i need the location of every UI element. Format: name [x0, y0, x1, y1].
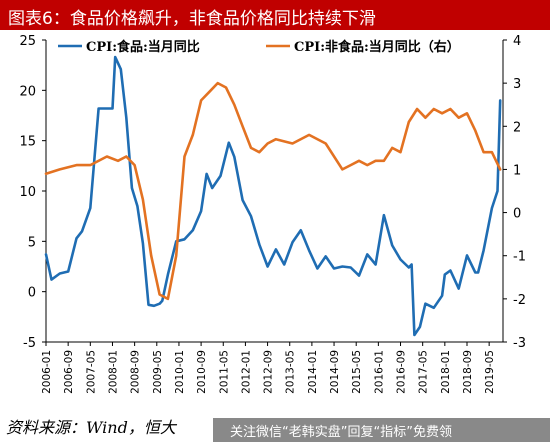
right-axis-tick-label: -2 [513, 293, 526, 308]
legend-label-2: CPI:非食品:当月同比（右） [294, 39, 460, 55]
left-axis-tick-label: 5 [28, 235, 36, 250]
right-axis-tick-label: 2 [513, 120, 521, 135]
x-axis-tick-label: 2011-05 [218, 350, 230, 394]
left-axis-tick-label: 0 [28, 286, 36, 301]
x-axis-tick-label: 2008-01 [107, 350, 119, 394]
right-axis-tick-label: 1 [513, 163, 521, 178]
source-note: 资料来源：Wind，恒大 [6, 418, 176, 437]
left-axis-tick-label: -5 [23, 336, 36, 351]
x-axis-tick-label: 2012-09 [263, 350, 275, 394]
x-axis-tick-label: 2010-09 [196, 350, 208, 394]
left-axis-tick-label: 20 [19, 84, 36, 99]
chart-title: 图表6：食品价格飙升，非食品价格同比持续下滑 [8, 9, 376, 29]
x-axis-tick-label: 2019-05 [484, 350, 496, 394]
x-axis-tick-label: 2012-01 [240, 350, 252, 394]
left-axis-tick-label: 15 [19, 135, 36, 150]
x-axis-tick-label: 2006-09 [63, 350, 75, 394]
x-axis-tick-label: 2009-05 [152, 350, 164, 394]
right-axis-tick-label: 4 [513, 34, 521, 49]
x-axis-tick-label: 2018-01 [440, 350, 452, 394]
series-layer [44, 55, 502, 337]
legend: CPI:食品:当月同比 CPI:非食品:当月同比（右） [58, 39, 460, 55]
x-axis-tick-label: 2006-01 [41, 350, 53, 394]
x-axis-tick-label: 2007-05 [85, 350, 97, 394]
x-axis-tick-label: 2016-09 [396, 350, 408, 394]
series-line-1 [44, 55, 502, 337]
line-chart: -5 0 5 10 15 20 25 -3 -2 -1 0 1 2 3 4 2006-01 2006-09 200… [19, 34, 526, 394]
x-axis-tick-label: 2016-01 [373, 350, 385, 394]
watermark-text: 关注微信“老韩实盘”回复“指标”免费领 [230, 425, 452, 440]
x-axis-tick-label: 2010-01 [174, 350, 186, 394]
x-axis-tick-label: 2014-09 [329, 350, 341, 394]
x-axis-tick-label: 2015-05 [351, 350, 363, 394]
x-axis-tick-label: 2017-05 [418, 350, 430, 394]
x-axis-tick-label: 2013-05 [285, 350, 297, 394]
title-bar [0, 0, 550, 30]
right-axis-tick-label: -1 [513, 250, 526, 265]
watermark-banner [213, 418, 550, 442]
right-axis-tick-label: 3 [513, 77, 521, 92]
series-line-2 [44, 81, 502, 301]
right-axis-tick-label: -3 [513, 336, 526, 351]
right-axis-tick-label: 0 [513, 207, 521, 222]
legend-label-1: CPI:食品:当月同比 [86, 39, 200, 55]
x-axis-tick-label: 2014-01 [307, 350, 319, 394]
left-axis-tick-label: 25 [19, 34, 36, 49]
x-axis-tick-label: 2018-09 [462, 350, 474, 394]
left-axis-tick-label: 10 [19, 185, 36, 200]
axes: -5 0 5 10 15 20 25 -3 -2 -1 0 1 2 3 4 2006-01 2006-09 200… [19, 34, 526, 394]
x-axis-tick-label: 2008-09 [130, 350, 142, 394]
